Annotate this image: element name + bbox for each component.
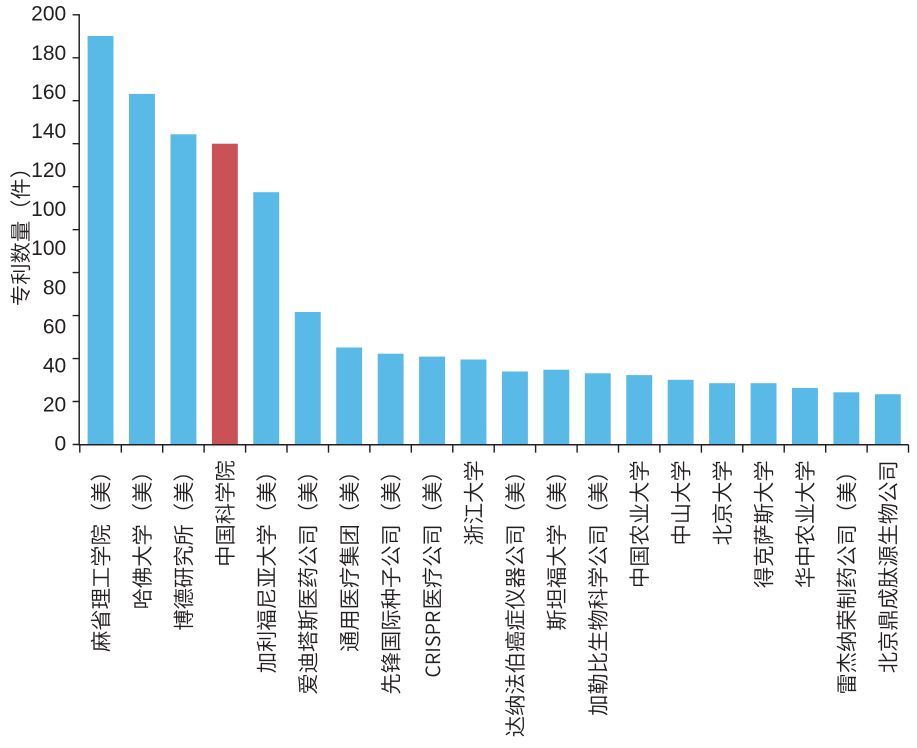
svg-text:20: 20: [43, 394, 66, 417]
svg-text:80: 80: [43, 276, 66, 299]
svg-text:100: 100: [31, 237, 66, 260]
svg-text:100: 100: [31, 198, 66, 221]
svg-text:60: 60: [43, 315, 66, 338]
svg-text:180: 180: [31, 42, 66, 65]
svg-text:0: 0: [55, 433, 67, 456]
svg-text:140: 140: [31, 120, 66, 143]
svg-text:160: 160: [31, 81, 66, 104]
svg-text:120: 120: [31, 159, 66, 182]
svg-text:40: 40: [43, 355, 66, 378]
svg-text:200: 200: [31, 3, 66, 26]
